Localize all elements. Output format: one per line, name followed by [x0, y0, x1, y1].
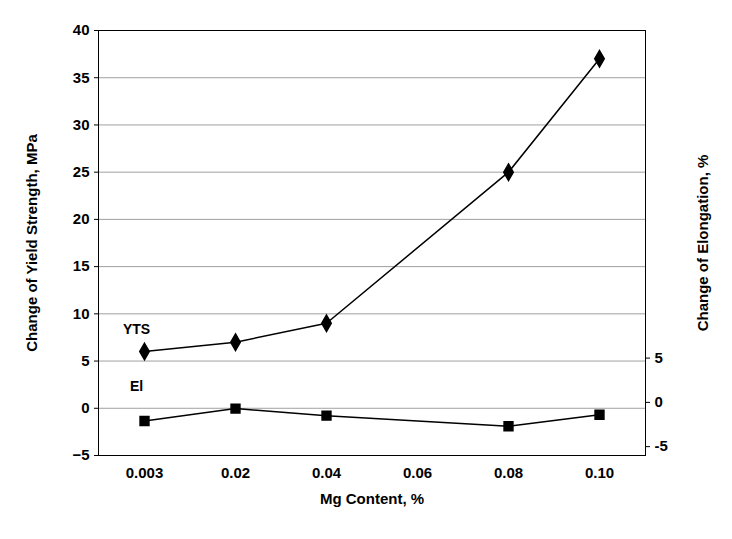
- svg-text:El: El: [130, 378, 143, 394]
- svg-text:0: 0: [81, 399, 89, 416]
- svg-text:−5: −5: [72, 446, 89, 463]
- svg-text:0.003: 0.003: [126, 464, 164, 481]
- svg-text:15: 15: [73, 257, 90, 274]
- svg-text:Change of Yield Strength, MPa: Change of Yield Strength, MPa: [23, 134, 40, 352]
- svg-text:0: 0: [655, 393, 663, 410]
- svg-text:10: 10: [73, 305, 90, 322]
- svg-text:0.10: 0.10: [585, 464, 614, 481]
- svg-text:-5: -5: [655, 437, 668, 454]
- svg-text:5: 5: [81, 352, 89, 369]
- svg-text:40: 40: [73, 21, 90, 38]
- svg-text:0.02: 0.02: [221, 464, 250, 481]
- svg-text:Change of Elongation, %: Change of Elongation, %: [694, 155, 711, 332]
- svg-text:20: 20: [73, 210, 90, 227]
- svg-text:0.04: 0.04: [312, 464, 342, 481]
- svg-text:0.08: 0.08: [494, 464, 523, 481]
- svg-text:35: 35: [73, 69, 90, 86]
- svg-text:0.06: 0.06: [403, 464, 432, 481]
- svg-text:30: 30: [73, 116, 90, 133]
- svg-text:YTS: YTS: [123, 321, 150, 337]
- svg-text:5: 5: [655, 349, 663, 366]
- svg-text:25: 25: [73, 163, 90, 180]
- svg-text:Mg Content, %: Mg Content, %: [320, 490, 424, 507]
